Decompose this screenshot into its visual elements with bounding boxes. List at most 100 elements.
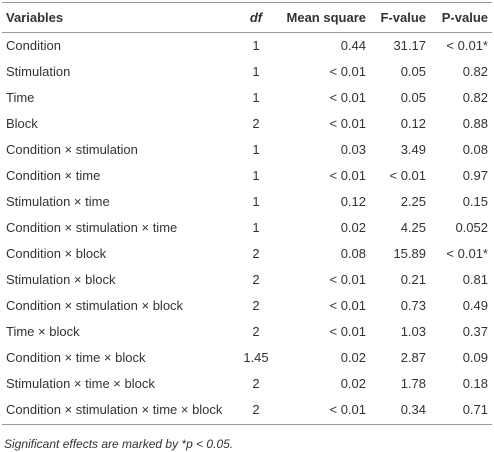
- value-cell: < 0.01: [389, 167, 426, 183]
- value-cell: < 0.01*: [446, 245, 488, 261]
- value-cell: 1.78: [400, 375, 426, 391]
- value-cell: 0.71: [430, 396, 492, 425]
- value-cell: < 0.01: [329, 297, 366, 313]
- variable-cell: Condition × stimulation × time × block: [2, 396, 234, 425]
- table-row: Condition × time × block 1.45 0.02 2.87 0.09: [2, 345, 492, 371]
- table-header: Variables df Mean square F-value P-value: [2, 2, 492, 33]
- value-cell: 1: [252, 167, 260, 183]
- value-cell: < 0.01*: [446, 38, 488, 53]
- value-cell: 0.02: [340, 219, 366, 235]
- value-cell: 2: [252, 115, 260, 131]
- value-cell: 1: [252, 63, 260, 79]
- table-row: Time × block 2 < 0.01 1.03 0.37: [2, 319, 492, 345]
- value-cell: 0.03: [340, 141, 366, 157]
- variable-cell: Stimulation × time: [6, 193, 110, 209]
- header-cell: Variables: [2, 2, 234, 33]
- variable-cell: Condition: [6, 38, 61, 53]
- variable-cell: Condition × stimulation × block: [6, 297, 184, 313]
- header-cell: Mean square: [278, 2, 370, 33]
- variable-cell: Stimulation × block: [6, 271, 116, 287]
- variable-cell: Stimulation × time × block: [6, 375, 155, 391]
- table-row: Stimulation × block 2 < 0.01 0.21 0.81: [2, 267, 492, 293]
- value-cell: 0.08: [340, 245, 366, 261]
- value-cell: 0.37: [462, 323, 488, 339]
- table-row: Time 1 < 0.01 0.05 0.82: [2, 85, 492, 111]
- anova-table: Variables df Mean square F-value P-value Con…: [2, 2, 492, 425]
- table-row: Condition × time 1 < 0.01 < 0.01 0.97: [2, 163, 492, 189]
- value-cell: 0.02: [340, 349, 366, 365]
- value-cell: 2: [234, 396, 278, 425]
- value-cell: 1: [252, 38, 260, 53]
- value-cell: 0.05: [400, 89, 426, 105]
- value-cell: 0.34: [370, 396, 430, 425]
- variable-cell: Condition × time × block: [6, 349, 146, 365]
- variable-cell: Condition × block: [6, 245, 107, 261]
- value-cell: 1.03: [400, 323, 426, 339]
- table-body: Condition 1 0.44 31.17 < 0.01* Stimulation 1 < …: [2, 33, 492, 425]
- table-row: Block 2 < 0.01 0.12 0.88: [2, 111, 492, 137]
- value-cell: 2: [252, 245, 260, 261]
- value-cell: 0.97: [462, 167, 488, 183]
- value-cell: 31.17: [393, 38, 426, 53]
- value-cell: < 0.01: [329, 167, 366, 183]
- value-cell: 0.21: [400, 271, 426, 287]
- variable-cell: Stimulation: [6, 63, 71, 79]
- table-row: Condition × stimulation × block 2 < 0.01 0.…: [2, 293, 492, 319]
- value-cell: 0.09: [462, 349, 488, 365]
- value-cell: 0.18: [462, 375, 488, 391]
- table-row: Condition 1 0.44 31.17 < 0.01*: [2, 33, 492, 59]
- value-cell: 2: [252, 323, 260, 339]
- value-cell: 0.12: [340, 193, 366, 209]
- table-row: Condition × stimulation 1 0.03 3.49 0.08: [2, 137, 492, 163]
- value-cell: 15.89: [393, 245, 426, 261]
- header-row: Variables df Mean square F-value P-value: [2, 2, 492, 33]
- table-row: Condition × stimulation × time 1 0.02 4.25 0…: [2, 215, 492, 241]
- value-cell: 1: [252, 141, 260, 157]
- value-cell: 0.02: [340, 375, 366, 391]
- value-cell: 0.052: [455, 219, 488, 235]
- table-row: Condition × block 2 0.08 15.89 < 0.01*: [2, 241, 492, 267]
- variable-cell: Condition × time: [6, 167, 101, 183]
- value-cell: 2: [252, 297, 260, 313]
- value-cell: < 0.01: [329, 271, 366, 287]
- value-cell: 0.05: [400, 63, 426, 79]
- value-cell: 0.81: [462, 271, 488, 287]
- value-cell: 2.25: [400, 193, 426, 209]
- variable-cell: Condition × stimulation: [6, 141, 138, 157]
- value-cell: 0.82: [462, 89, 488, 105]
- header-cell: df: [234, 2, 278, 33]
- value-cell: 0.44: [340, 38, 366, 53]
- value-cell: 1: [252, 193, 260, 209]
- value-cell: < 0.01: [278, 396, 370, 425]
- value-cell: 0.49: [462, 297, 488, 313]
- variable-cell: Time: [6, 89, 35, 105]
- value-cell: 0.82: [462, 63, 488, 79]
- value-cell: < 0.01: [329, 323, 366, 339]
- value-cell: 0.15: [462, 193, 488, 209]
- value-cell: 0.12: [400, 115, 426, 131]
- value-cell: 1: [252, 89, 260, 105]
- table-row: Stimulation × time × block 2 0.02 1.78 0.18: [2, 371, 492, 397]
- table-row: Stimulation × time 1 0.12 2.25 0.15: [2, 189, 492, 215]
- header-cell: P-value: [430, 2, 492, 33]
- value-cell: 2: [252, 271, 260, 287]
- value-cell: 2: [252, 375, 260, 391]
- value-cell: 0.73: [400, 297, 426, 313]
- value-cell: 4.25: [400, 219, 426, 235]
- value-cell: 2.87: [400, 349, 426, 365]
- variable-cell: Condition × stimulation × time: [6, 219, 178, 235]
- value-cell: 1.45: [243, 349, 269, 365]
- table-row: Stimulation 1 < 0.01 0.05 0.82: [2, 59, 492, 85]
- table-row: Condition × stimulation × time × block 2 <…: [2, 396, 492, 425]
- variable-cell: Time × block: [6, 323, 80, 339]
- footnote: Significant effects are marked by *p < 0…: [4, 436, 234, 451]
- variable-cell: Block: [6, 115, 38, 131]
- value-cell: < 0.01: [329, 115, 366, 131]
- value-cell: < 0.01: [329, 63, 366, 79]
- value-cell: 3.49: [400, 141, 426, 157]
- value-cell: < 0.01: [329, 89, 366, 105]
- value-cell: 0.08: [462, 141, 488, 157]
- value-cell: 0.88: [462, 115, 488, 131]
- header-cell: F-value: [370, 2, 430, 33]
